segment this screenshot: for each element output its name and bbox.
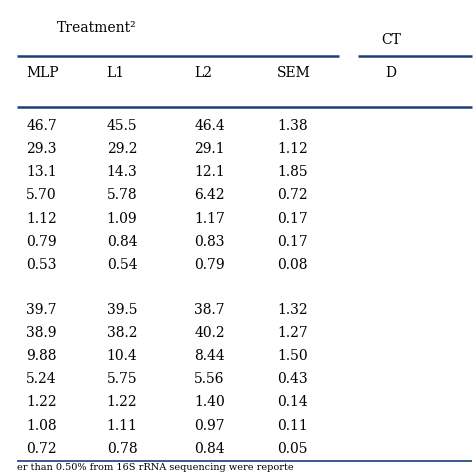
Text: 0.43: 0.43 xyxy=(277,372,308,386)
Text: 8.44: 8.44 xyxy=(194,349,225,363)
Text: 0.78: 0.78 xyxy=(107,442,137,456)
Text: 0.54: 0.54 xyxy=(107,258,137,272)
Text: 5.70: 5.70 xyxy=(26,188,57,202)
Text: D: D xyxy=(385,66,397,81)
Text: SEM: SEM xyxy=(277,66,311,81)
Text: 1.38: 1.38 xyxy=(277,118,308,133)
Text: 1.17: 1.17 xyxy=(194,211,225,226)
Text: 0.84: 0.84 xyxy=(194,442,225,456)
Text: 1.85: 1.85 xyxy=(277,165,308,179)
Text: 38.2: 38.2 xyxy=(107,326,137,340)
Text: 6.42: 6.42 xyxy=(194,188,225,202)
Text: 12.1: 12.1 xyxy=(194,165,225,179)
Text: 14.3: 14.3 xyxy=(107,165,137,179)
Text: 5.24: 5.24 xyxy=(26,372,57,386)
Text: 0.97: 0.97 xyxy=(194,419,225,433)
Text: 5.75: 5.75 xyxy=(107,372,137,386)
Text: 10.4: 10.4 xyxy=(107,349,137,363)
Text: 1.27: 1.27 xyxy=(277,326,308,340)
Text: 5.78: 5.78 xyxy=(107,188,137,202)
Text: 1.09: 1.09 xyxy=(107,211,137,226)
Text: 0.72: 0.72 xyxy=(26,442,57,456)
Text: 38.7: 38.7 xyxy=(194,302,225,317)
Text: 1.12: 1.12 xyxy=(277,142,308,156)
Text: 29.1: 29.1 xyxy=(194,142,225,156)
Text: 0.72: 0.72 xyxy=(277,188,308,202)
Text: 0.17: 0.17 xyxy=(277,235,308,249)
Text: 0.84: 0.84 xyxy=(107,235,137,249)
Text: L2: L2 xyxy=(194,66,212,81)
Text: 13.1: 13.1 xyxy=(26,165,57,179)
Text: 0.53: 0.53 xyxy=(26,258,56,272)
Text: 38.9: 38.9 xyxy=(26,326,56,340)
Text: Treatment²: Treatment² xyxy=(57,21,137,36)
Text: 29.3: 29.3 xyxy=(26,142,56,156)
Text: 9.88: 9.88 xyxy=(26,349,56,363)
Text: MLP: MLP xyxy=(26,66,59,81)
Text: 1.32: 1.32 xyxy=(277,302,308,317)
Text: 29.2: 29.2 xyxy=(107,142,137,156)
Text: 1.22: 1.22 xyxy=(26,395,57,410)
Text: 39.5: 39.5 xyxy=(107,302,137,317)
Text: 1.40: 1.40 xyxy=(194,395,225,410)
Text: 1.50: 1.50 xyxy=(277,349,308,363)
Text: 46.4: 46.4 xyxy=(194,118,225,133)
Text: 0.83: 0.83 xyxy=(194,235,225,249)
Text: 5.56: 5.56 xyxy=(194,372,225,386)
Text: 39.7: 39.7 xyxy=(26,302,57,317)
Text: 45.5: 45.5 xyxy=(107,118,137,133)
Text: er than 0.50% from 16S rRNA sequencing were reporte: er than 0.50% from 16S rRNA sequencing w… xyxy=(17,463,293,472)
Text: 0.05: 0.05 xyxy=(277,442,308,456)
Text: 0.08: 0.08 xyxy=(277,258,308,272)
Text: 0.11: 0.11 xyxy=(277,419,308,433)
Text: L1: L1 xyxy=(107,66,125,81)
Text: 46.7: 46.7 xyxy=(26,118,57,133)
Text: 40.2: 40.2 xyxy=(194,326,225,340)
Text: CT: CT xyxy=(381,33,401,47)
Text: 1.12: 1.12 xyxy=(26,211,57,226)
Text: 1.22: 1.22 xyxy=(107,395,137,410)
Text: 1.11: 1.11 xyxy=(107,419,137,433)
Text: 0.17: 0.17 xyxy=(277,211,308,226)
Text: 0.14: 0.14 xyxy=(277,395,308,410)
Text: 0.79: 0.79 xyxy=(194,258,225,272)
Text: 0.79: 0.79 xyxy=(26,235,57,249)
Text: 1.08: 1.08 xyxy=(26,419,57,433)
